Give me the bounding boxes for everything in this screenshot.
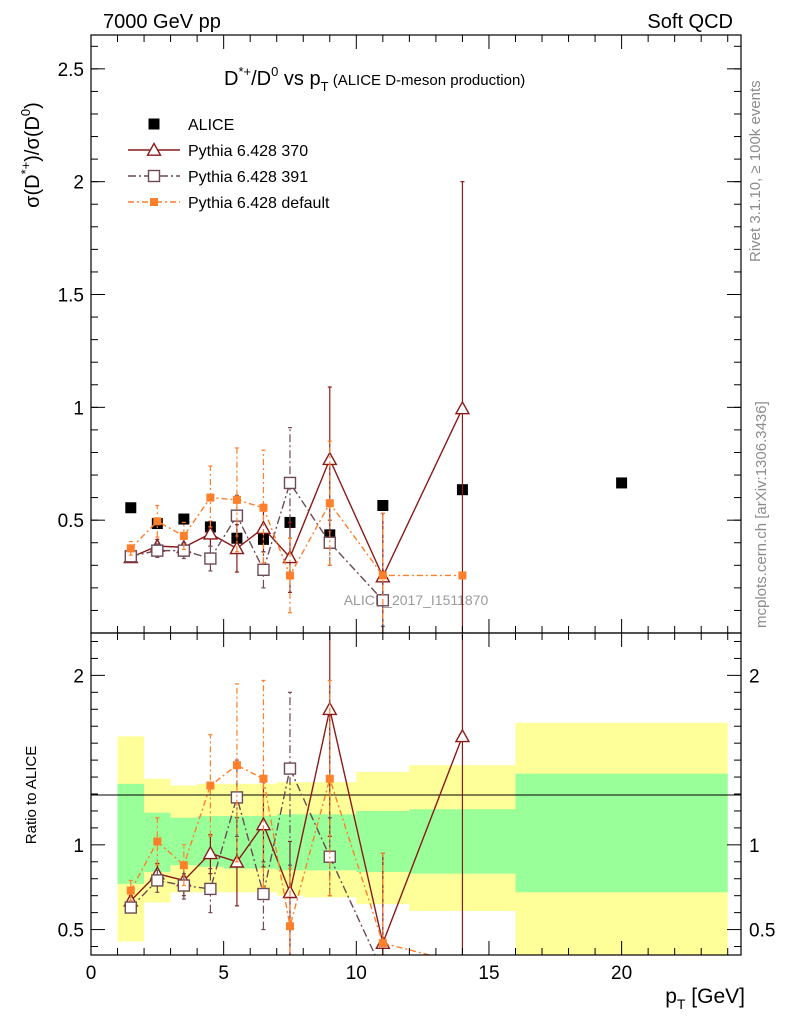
ratio-uncertainty-bands xyxy=(117,722,728,955)
ratio-point-p391-3 xyxy=(204,882,217,896)
legend-entry-alice: ALICE xyxy=(148,117,234,134)
main-line-pdef xyxy=(130,496,463,578)
legend-entry-p391: Pythia 6.428 391 xyxy=(128,169,308,186)
legend-marker-pdef xyxy=(150,198,158,206)
ratio-point-p391-6 xyxy=(283,762,297,775)
header-left: 7000 GeV pp xyxy=(103,11,221,33)
main-point-p391-5 xyxy=(257,563,270,577)
ratio-point-pdef-6 xyxy=(285,922,294,931)
main-point-alice-2 xyxy=(178,513,190,525)
main-point-pdef-1 xyxy=(153,517,162,526)
band-inner-2 xyxy=(170,817,198,866)
legend: ALICE Pythia 6.428 370 Pythia 6.428 391 Pyt… xyxy=(128,117,330,212)
main-point-pdef-0 xyxy=(126,544,135,553)
main-point-p370-6 xyxy=(282,549,298,564)
main-line-p370 xyxy=(130,408,464,579)
main-point-pdef-4 xyxy=(232,495,241,504)
ratio-ytick-label-left-0: 0.5 xyxy=(58,921,84,942)
main-point-p391-1 xyxy=(151,544,164,557)
legend-label-p370: Pythia 6.428 370 xyxy=(188,143,308,160)
ratio-ytick-label-left-1: 1 xyxy=(73,836,84,857)
axes: 0.5 1 1.5 2 2.5 0 5 10 15 20 0.5 0.5 1 1 2 2 xyxy=(58,34,775,984)
main-point-pdef-9 xyxy=(458,571,467,580)
ratio-point-pdef-9 xyxy=(458,959,466,967)
header-right: Soft QCD xyxy=(647,11,733,33)
main-point-alice-10 xyxy=(616,477,628,489)
legend-label-alice: ALICE xyxy=(188,117,234,134)
main-ytick-label-1: 1 xyxy=(73,398,84,419)
ratio-point-p391-8 xyxy=(377,966,388,977)
ratio-point-pdef-8 xyxy=(378,939,387,948)
ratio-point-p370-3 xyxy=(202,845,219,860)
band-inner-10 xyxy=(515,773,728,893)
ratio-point-pdef-7 xyxy=(325,774,334,783)
main-point-pdef-7 xyxy=(325,499,334,508)
ratio-ytick-label-right-1: 1 xyxy=(749,836,760,857)
ratio-point-pdef-4 xyxy=(232,761,241,770)
legend-entry-p370: Pythia 6.428 370 xyxy=(128,142,308,160)
main-ytick-label-2: 1.5 xyxy=(58,286,84,307)
ratio-plot-series xyxy=(123,633,471,977)
ratio-point-p370-9 xyxy=(454,728,471,743)
xtick-label-4: 20 xyxy=(611,963,632,984)
main-ytick-label-0: 0.5 xyxy=(58,511,84,532)
legend-label-pdef: Pythia 6.428 default xyxy=(188,195,330,212)
ratio-line-pdef xyxy=(130,764,433,955)
ratio-point-p391-5 xyxy=(257,887,270,901)
ratio-ytick-label-right-0: 0.5 xyxy=(749,921,775,942)
legend-label-p391: Pythia 6.428 391 xyxy=(188,169,308,186)
xtick-label-1: 5 xyxy=(218,963,229,984)
main-point-pdef-3 xyxy=(206,493,215,502)
ratio-series-pdef xyxy=(126,679,466,967)
main-point-alice-0 xyxy=(125,502,137,514)
analysis-watermark: ALICE_2017_I1511870 xyxy=(344,592,489,608)
legend-marker-p370 xyxy=(146,142,162,156)
main-line-p391 xyxy=(130,481,384,601)
main-point-p391-6 xyxy=(283,476,297,490)
band-inner-0 xyxy=(117,783,145,884)
legend-marker-p391 xyxy=(147,169,161,183)
legend-entry-pdef: Pythia 6.428 default xyxy=(128,195,330,212)
xtick-label-3: 15 xyxy=(478,963,499,984)
xtick-label-2: 10 xyxy=(346,963,367,984)
main-point-pdef-8 xyxy=(378,571,387,580)
ratio-point-pdef-5 xyxy=(259,774,268,783)
main-point-pdef-2 xyxy=(179,531,188,540)
ratio-ytick-label-left-2: 2 xyxy=(73,666,84,687)
ratio-point-pdef-3 xyxy=(206,781,215,790)
main-ytick-label-4: 2.5 xyxy=(58,60,84,81)
ratio-point-p391-1 xyxy=(151,874,164,887)
mcplots-label: mcplots.cern.ch [arXiv:1306.3436] xyxy=(753,401,770,628)
main-point-pdef-6 xyxy=(285,571,294,580)
chart-subtitle: (ALICE D-meson production) xyxy=(329,72,526,89)
ratio-y-axis-label: Ratio to ALICE xyxy=(23,746,40,844)
ratio-point-pdef-0 xyxy=(126,886,135,895)
xtick-label-0: 0 xyxy=(86,963,97,984)
main-ytick-label-3: 2 xyxy=(73,173,84,194)
rivet-label: Rivet 3.1.10, ≥ 100k events xyxy=(747,80,764,262)
main-point-p370-3 xyxy=(202,525,219,540)
x-axis-label: pT [GeV] xyxy=(665,985,745,1012)
main-point-alice-8 xyxy=(377,500,389,512)
main-series-pdef xyxy=(126,440,467,633)
main-point-p391-3 xyxy=(204,552,217,565)
ratio-point-pdef-1 xyxy=(153,837,162,846)
y-axis-label: σ(D*+)/σ(D0) xyxy=(18,102,44,208)
main-point-p370-9 xyxy=(454,400,471,415)
ratio-point-p391-0 xyxy=(124,901,137,914)
legend-marker-alice xyxy=(148,118,160,130)
ratio-ytick-label-right-2: 2 xyxy=(749,666,760,687)
chart-title: D*+/D0 vs pT (ALICE D-meson production) xyxy=(224,64,525,94)
main-point-pdef-5 xyxy=(259,503,268,512)
ratio-line-p370 xyxy=(130,709,464,946)
main-plot-series xyxy=(123,181,628,633)
ratio-point-pdef-2 xyxy=(179,861,188,870)
main-series-p370 xyxy=(123,181,471,633)
